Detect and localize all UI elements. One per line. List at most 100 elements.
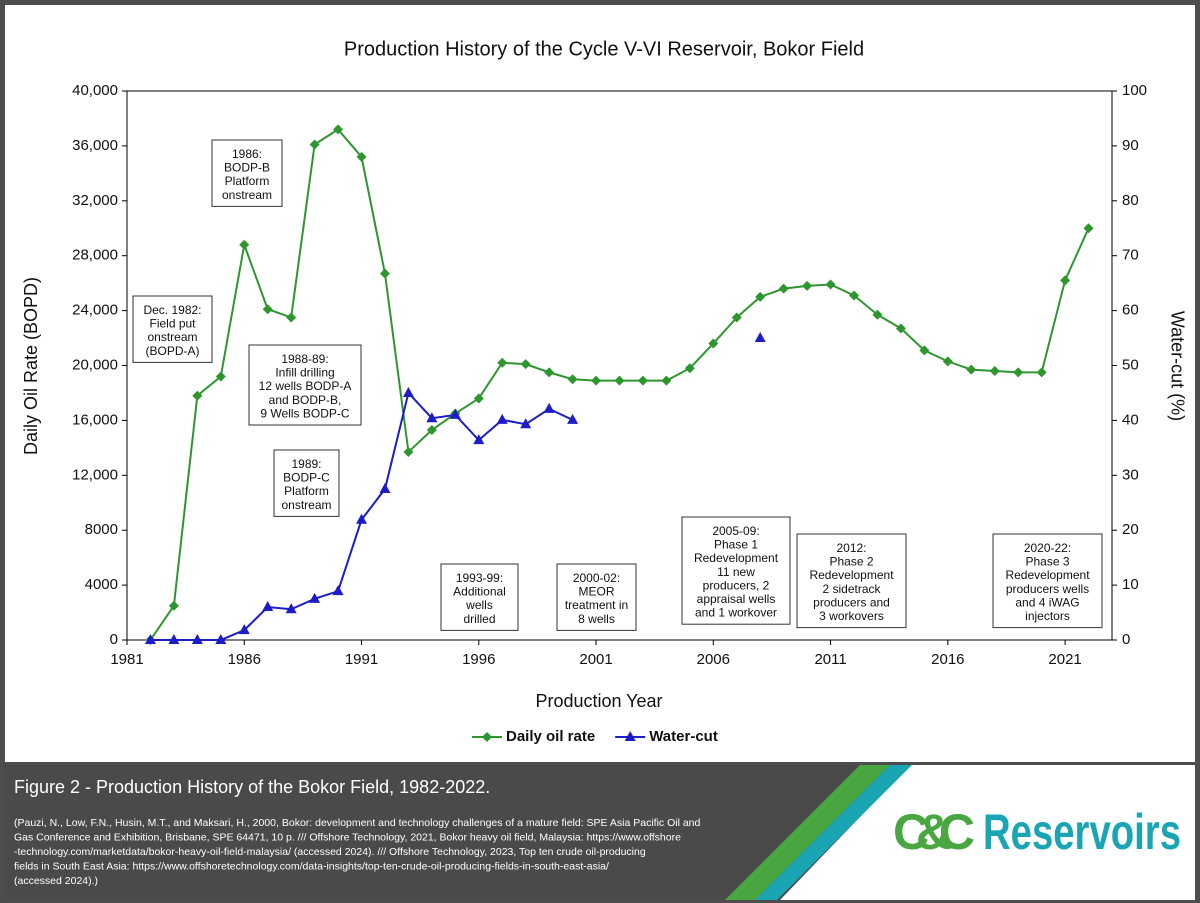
- data-point: [192, 390, 203, 401]
- data-point: [333, 124, 344, 135]
- logo-part: C&C: [893, 804, 975, 860]
- annotation-text: 1993-99:: [456, 571, 503, 585]
- stripe-teal: [755, 765, 912, 900]
- annotation-text: appraisal wells: [697, 592, 776, 606]
- annotation-text: 2020-22:: [1024, 541, 1071, 555]
- data-point: [285, 603, 297, 614]
- data-point: [426, 425, 437, 436]
- data-point: [402, 386, 414, 397]
- annotation-text: Platform: [284, 484, 329, 498]
- annotation-text: 1989:: [291, 457, 321, 471]
- legend-marker: [624, 731, 636, 741]
- logo-part: Reservoirs: [983, 804, 1181, 860]
- y-tick-label: 32,000: [72, 192, 118, 209]
- annotation-box: [248, 344, 362, 426]
- data-point: [144, 634, 156, 644]
- annotation-text: Redevelopment: [1005, 568, 1090, 582]
- data-point: [872, 309, 883, 320]
- data-point: [989, 365, 1000, 376]
- data-point: [286, 312, 297, 323]
- data-point: [239, 239, 250, 250]
- data-point: [309, 592, 321, 603]
- annotation-text: 12 wells BODP-A: [259, 379, 352, 393]
- y2-tick-label: 10: [1122, 576, 1139, 593]
- data-point: [497, 357, 508, 368]
- data-point: [520, 359, 531, 370]
- y2-tick-label: 100: [1122, 82, 1147, 99]
- stripe-green: [725, 765, 890, 900]
- data-point: [755, 291, 766, 302]
- data-point: [825, 279, 836, 290]
- data-point: [684, 363, 695, 374]
- data-point: [262, 304, 273, 315]
- x-tick-label: 2001: [579, 651, 612, 668]
- y-tick-label: 20,000: [72, 356, 118, 373]
- data-point: [356, 151, 367, 162]
- y-tick-label: 24,000: [72, 302, 118, 319]
- data-point: [778, 283, 789, 294]
- annotation-text: treatment in: [565, 598, 628, 612]
- annotation-text: Phase 2: [829, 555, 873, 569]
- annotation-text: Platform: [225, 174, 270, 188]
- annotation-text: Infill drilling: [275, 366, 334, 380]
- chart-title: Production History of the Cycle V-VI Res…: [344, 38, 864, 60]
- x-axis-label: Production Year: [535, 691, 662, 711]
- legend-label: Daily oil rate: [506, 728, 595, 745]
- x-tick-label: 2011: [814, 651, 846, 668]
- annotation-text: injectors: [1025, 609, 1070, 623]
- data-point: [637, 375, 648, 386]
- annotation-text: drilled: [463, 612, 495, 626]
- data-point: [919, 345, 930, 356]
- data-point: [473, 393, 484, 404]
- data-point: [215, 371, 226, 382]
- annotation-text: and 4 iWAG: [1015, 595, 1079, 609]
- annotation-text: (BOPD-A): [146, 344, 200, 358]
- annotation-text: Additional: [453, 585, 506, 599]
- data-point: [1013, 367, 1024, 378]
- y2-tick-label: 40: [1122, 411, 1139, 428]
- y-tick-label: 12,000: [72, 466, 118, 483]
- data-point: [543, 402, 555, 413]
- annotation-text: Phase 3: [1025, 555, 1069, 569]
- data-point: [1036, 367, 1047, 378]
- y-tick-label: 4000: [85, 576, 118, 593]
- annotation-text: wells: [465, 598, 493, 612]
- annotation-box: [681, 516, 791, 625]
- data-point: [802, 280, 813, 291]
- data-point: [215, 634, 227, 644]
- annotation-text: producers and: [813, 595, 890, 609]
- annotation-text: 2 sidetrack: [822, 582, 881, 596]
- data-point: [708, 338, 719, 349]
- data-point: [379, 268, 390, 279]
- annotation-text: and BODP-B,: [269, 393, 342, 407]
- data-point: [356, 513, 368, 524]
- data-point: [379, 483, 391, 494]
- annotation-text: producers wells: [1006, 582, 1089, 596]
- y-tick-label: 28,000: [72, 247, 118, 264]
- data-point: [591, 375, 602, 386]
- annotation-text: 8 wells: [578, 612, 615, 626]
- data-point: [895, 323, 906, 334]
- data-point: [332, 585, 344, 596]
- data-point: [262, 601, 274, 612]
- annotation-text: BODP-B: [224, 161, 270, 175]
- data-point: [309, 139, 320, 150]
- annotation-text: onstream: [147, 330, 197, 344]
- y-tick-label: 40,000: [72, 82, 118, 99]
- annotation-text: Redevelopment: [694, 551, 779, 565]
- annotation-text: onstream: [281, 498, 331, 512]
- x-tick-label: 1996: [462, 651, 495, 668]
- data-point: [1083, 223, 1094, 234]
- citation-line: (accessed 2024).): [14, 875, 98, 887]
- x-tick-label: 2016: [931, 651, 964, 668]
- annotation-box: [796, 533, 907, 629]
- annotation-box: [273, 449, 340, 517]
- y2-axis-label: Water-cut (%): [1167, 311, 1187, 421]
- data-point: [191, 634, 203, 644]
- data-point: [754, 332, 766, 343]
- data-point: [168, 634, 180, 644]
- annotation-text: 1986:: [232, 147, 262, 161]
- annotation-text: producers, 2: [703, 578, 770, 592]
- y2-tick-label: 0: [1122, 631, 1130, 648]
